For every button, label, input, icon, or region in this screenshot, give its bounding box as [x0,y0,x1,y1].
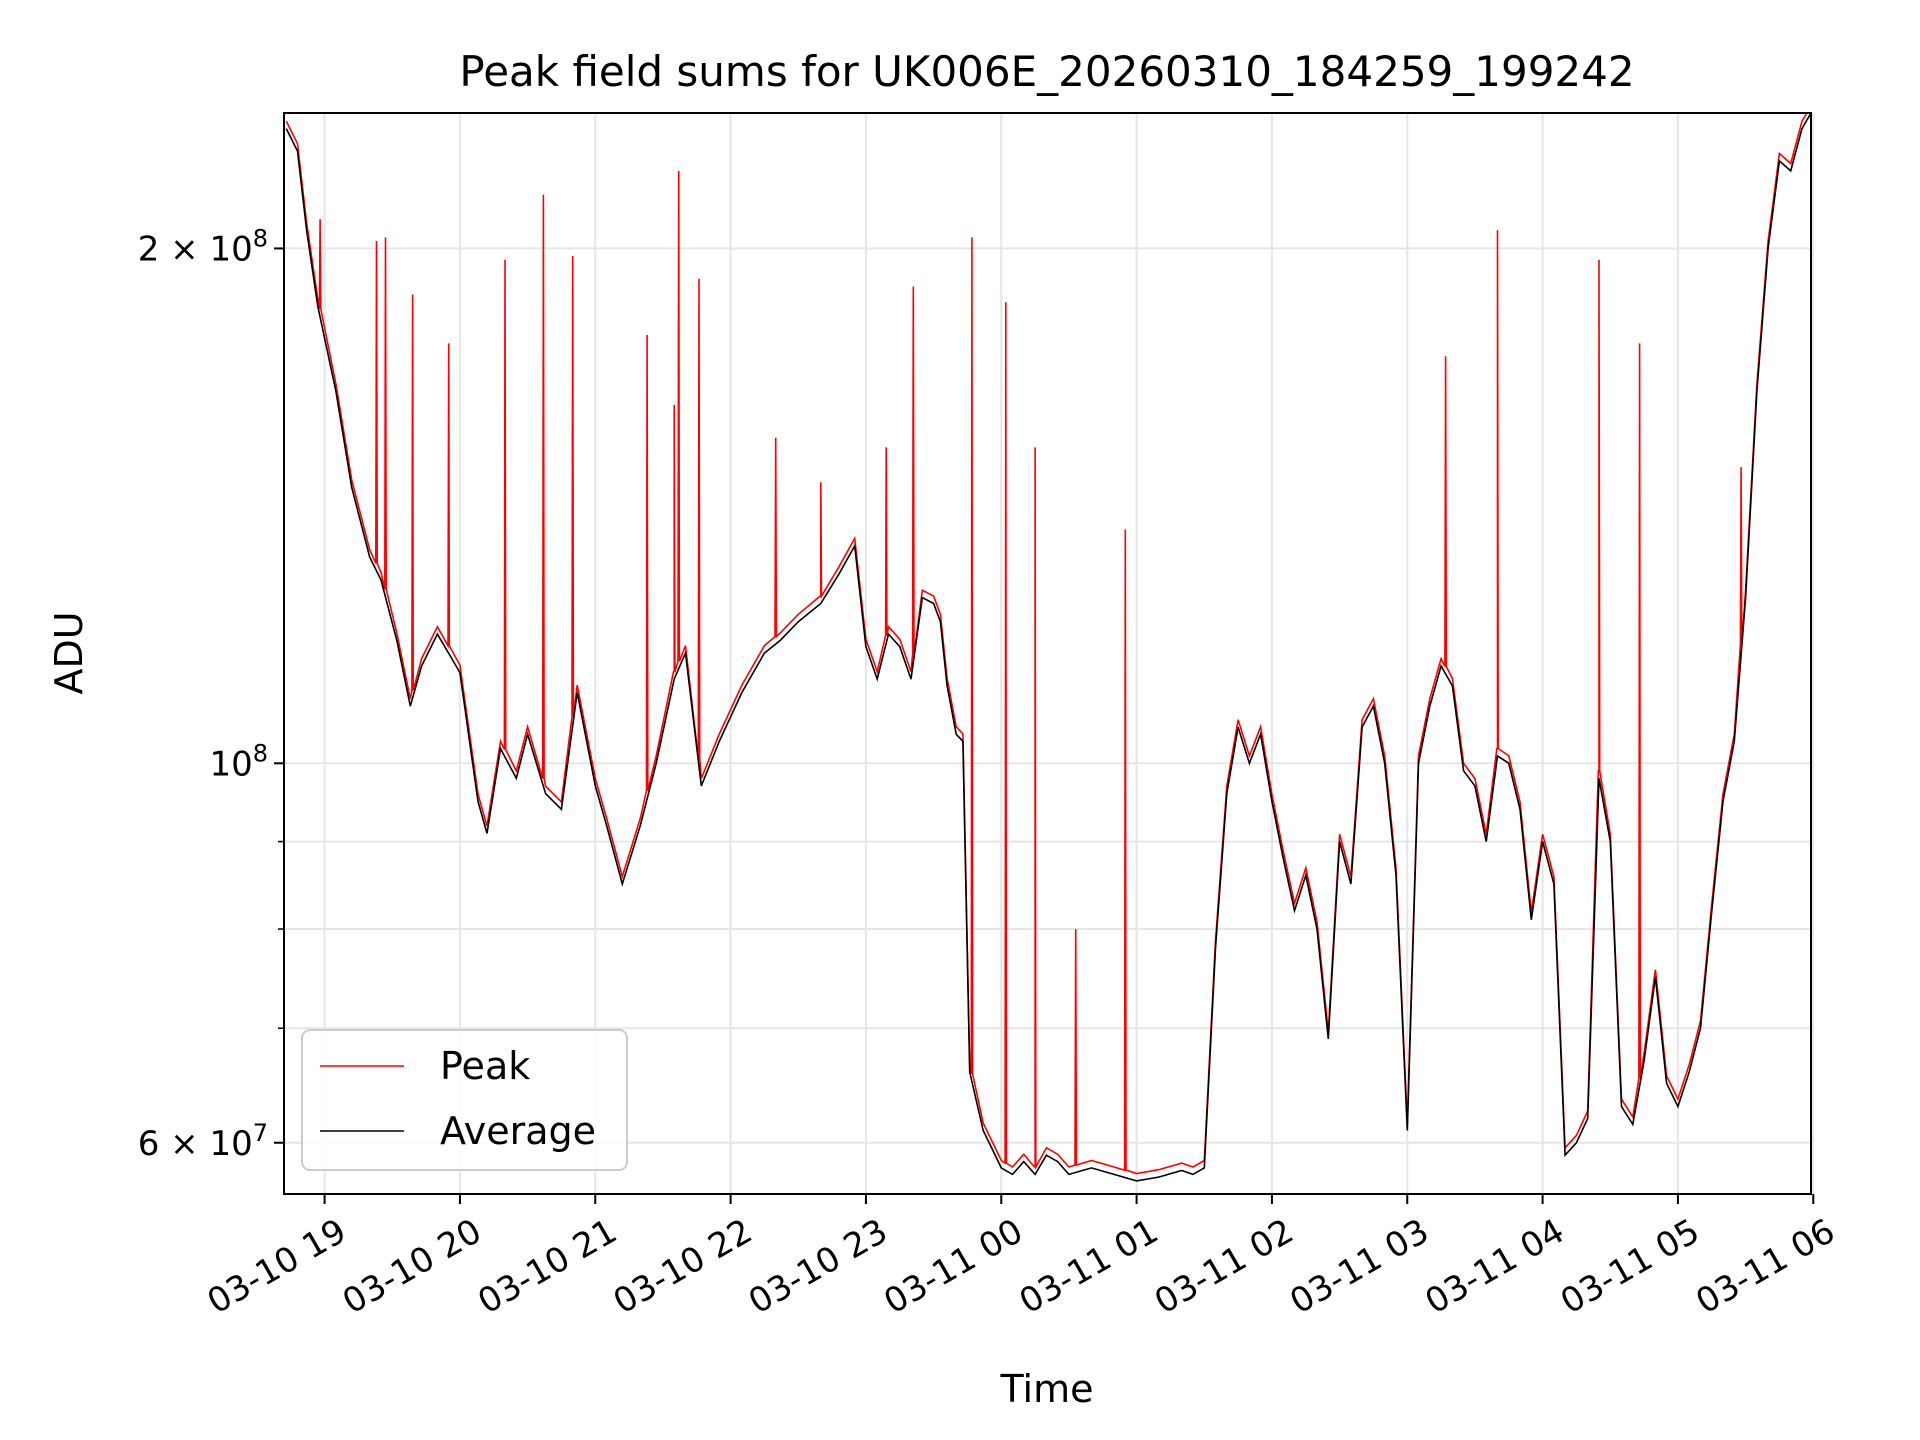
x-tick-label: 03-11 02 [1148,1211,1300,1322]
y-axis-label: ADU [47,611,91,694]
x-tick-label: 03-11 04 [1419,1211,1571,1322]
chart-title: Peak field sums for UK006E_20260310_1842… [459,47,1634,96]
x-tick-label: 03-10 21 [471,1211,623,1322]
y-tick-label: 108 [209,739,268,784]
x-axis-label: Time [1000,1367,1094,1411]
x-tick-label: 03-11 00 [877,1211,1029,1322]
x-tick-label: 03-11 06 [1689,1211,1841,1322]
x-tick-label: 03-10 23 [742,1211,894,1322]
grid-lines [284,113,1815,1194]
x-tick-label: 03-11 03 [1283,1211,1435,1322]
x-tick-label: 03-11 01 [1013,1211,1165,1322]
y-tick-label: 6 × 107 [138,1119,268,1164]
x-tick-label: 03-10 22 [607,1211,759,1322]
y-tick-label: 2 × 108 [138,224,268,269]
legend-peak-label: Peak [440,1044,530,1088]
y-axis-ticks: 2 × 108 108 6 × 107 [138,224,284,1164]
average-series-line [285,113,1811,1182]
peak-series-line [285,113,1808,1175]
x-tick-label: 03-11 05 [1554,1211,1706,1322]
x-tick-label: 03-10 20 [336,1211,488,1322]
plot-frame [283,112,1812,1195]
x-tick-label: 03-10 19 [201,1211,353,1322]
legend-box [301,1029,628,1171]
legend: Peak Average [301,1029,628,1171]
legend-average-label: Average [440,1109,596,1153]
